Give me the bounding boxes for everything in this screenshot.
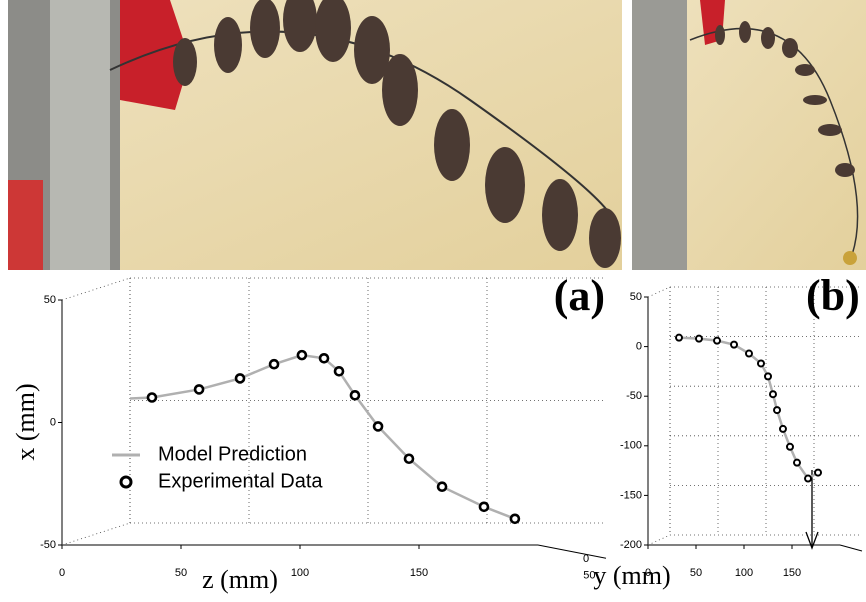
data-point <box>436 481 448 492</box>
y-tick-label: 0 <box>636 341 642 353</box>
data-point <box>333 365 345 377</box>
box-edge <box>61 277 131 301</box>
data-point <box>234 373 246 384</box>
x-tick-label: 0 <box>645 567 651 579</box>
data-point <box>814 468 823 477</box>
axis-line <box>537 544 607 559</box>
data-point <box>349 390 361 401</box>
legend-swatch <box>119 475 133 489</box>
data-point <box>403 453 415 465</box>
photo-b <box>632 0 866 270</box>
y-tick-label: -50 <box>40 539 56 551</box>
box-edge <box>61 522 131 546</box>
model-line <box>678 336 819 481</box>
data-point <box>146 392 158 403</box>
data-point <box>372 421 384 432</box>
data-point <box>193 384 205 395</box>
data-point <box>764 372 772 381</box>
data-point <box>268 358 280 370</box>
axis-line <box>839 544 863 552</box>
x-tick-label: 100 <box>735 567 753 579</box>
arrow-head <box>805 531 819 550</box>
x-tick-label: 50 <box>175 567 187 579</box>
legend-label: Experimental Data <box>158 470 323 492</box>
model-line <box>130 353 516 520</box>
y-tick-label: -50 <box>626 390 642 402</box>
data-point <box>744 349 753 358</box>
data-point <box>730 340 739 349</box>
panel-label: (a) <box>554 271 605 320</box>
data-point <box>713 336 722 345</box>
y-axis-label: x (mm) <box>11 383 40 460</box>
data-point <box>509 513 521 525</box>
data-point <box>768 390 777 399</box>
data-point <box>694 334 703 343</box>
data-point <box>792 458 801 467</box>
y-tick-label: 50 <box>630 291 642 303</box>
photo-a <box>8 0 622 270</box>
y-tick-label: 50 <box>44 294 56 306</box>
data-point <box>773 406 782 415</box>
data-point <box>478 501 490 513</box>
x-tick-label: 100 <box>291 567 309 579</box>
data-point <box>296 349 308 361</box>
data-point <box>756 359 765 368</box>
y-tick-label: 0 <box>50 416 56 428</box>
x-axis-label: z (mm) <box>202 565 278 594</box>
box-edge <box>647 534 671 546</box>
x-tick-label: 150 <box>410 567 428 579</box>
depth-axis-label: y (mm) <box>593 561 670 590</box>
box-edge <box>647 286 671 298</box>
y-tick-label: -200 <box>620 539 642 551</box>
panel-label: (b) <box>806 271 860 320</box>
legend-label: Model Prediction <box>158 443 307 465</box>
data-point <box>675 333 684 342</box>
depth-tick-label: 0 <box>583 553 589 565</box>
y-tick-label: -150 <box>620 489 642 501</box>
data-point <box>318 353 330 364</box>
data-point <box>778 424 787 433</box>
data-point <box>804 474 813 483</box>
y-tick-label: -100 <box>620 440 642 452</box>
depth-tick-label: 50 <box>583 570 595 582</box>
x-tick-label: 0 <box>59 567 65 579</box>
x-tick-label: 50 <box>690 567 702 579</box>
x-tick-label: 150 <box>783 567 801 579</box>
data-point <box>785 442 794 451</box>
